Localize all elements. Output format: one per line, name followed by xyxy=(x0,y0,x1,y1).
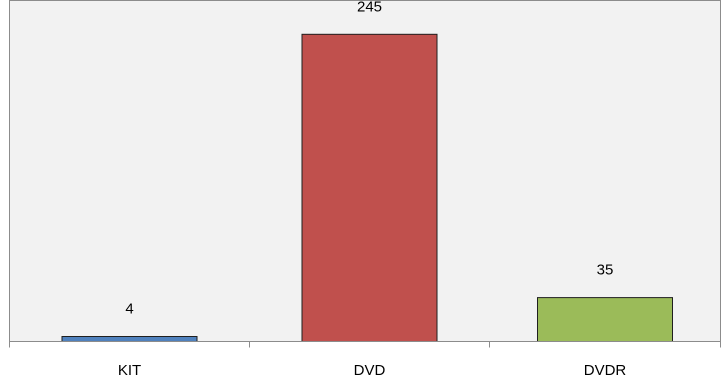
bars-layer xyxy=(61,33,673,343)
data-label-dvdr: 35 xyxy=(597,262,614,279)
x-axis: KIT DVD DVDR xyxy=(9,341,721,379)
bar-kit xyxy=(61,336,198,342)
x-tick-label-kit: KIT xyxy=(118,362,141,379)
data-label-dvd: 245 xyxy=(357,0,382,15)
bar-dvd xyxy=(301,33,438,343)
data-labels-layer: 4 245 35 xyxy=(125,0,613,318)
x-tick-label-dvd: DVD xyxy=(354,362,386,379)
x-tick-label-dvdr: DVDR xyxy=(584,362,627,379)
bar-dvdr xyxy=(537,297,673,343)
data-label-kit: 4 xyxy=(125,301,133,318)
